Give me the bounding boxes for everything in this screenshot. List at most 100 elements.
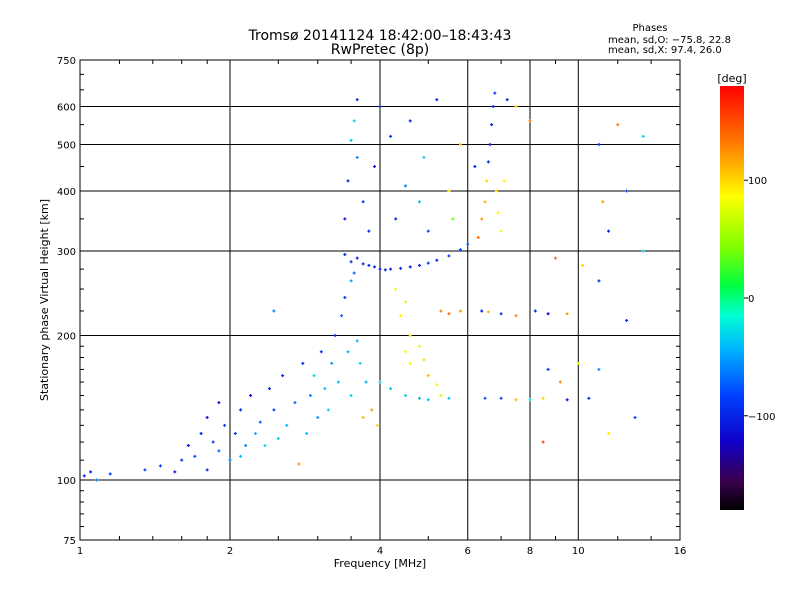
data-point (641, 249, 645, 253)
data-point (253, 432, 257, 436)
y-tick-label: 500 (57, 141, 76, 152)
data-point (408, 265, 412, 269)
data-point (193, 454, 197, 458)
data-point (343, 253, 347, 257)
data-point (480, 309, 484, 313)
data-point (641, 134, 645, 138)
data-point (272, 309, 276, 313)
data-point (349, 279, 353, 283)
data-point (316, 415, 320, 419)
data-point (293, 401, 297, 405)
data-point (375, 423, 379, 427)
data-point (305, 432, 309, 436)
data-point (378, 267, 382, 271)
y-tick-label: 100 (57, 476, 76, 487)
data-point (476, 236, 480, 240)
colorbar-label: [deg] (717, 72, 746, 85)
data-point (486, 160, 490, 164)
x-tick-label: 8 (527, 546, 533, 557)
data-point (607, 229, 611, 233)
data-point (403, 394, 407, 398)
y-tick-labels: 75 100 200 300 400 500 600 750 (57, 56, 76, 547)
data-point (383, 268, 387, 272)
data-point (239, 408, 243, 412)
colorbar-ticks: 100 0 −100 (744, 176, 775, 423)
data-point (249, 394, 253, 398)
y-tick-label: 300 (57, 247, 76, 258)
data-point (336, 380, 340, 384)
data-point (417, 263, 421, 267)
chart-subtitle: RwPretec (8p) (331, 42, 429, 58)
colorbar-tick-label: −100 (748, 412, 775, 423)
data-point (494, 189, 498, 193)
data-point (597, 143, 601, 147)
data-point (601, 200, 605, 204)
stats-o-mode: mean, sd,O: −75.8, 22.8 (608, 35, 731, 46)
data-point (625, 189, 629, 193)
data-point (89, 470, 93, 474)
data-point (488, 143, 492, 147)
data-point (355, 256, 359, 260)
x-tick-label: 10 (572, 546, 585, 557)
data-point (244, 444, 248, 448)
data-point (258, 420, 262, 424)
data-point (553, 256, 557, 260)
data-point (143, 468, 147, 472)
data-point (533, 309, 537, 313)
data-point (435, 383, 439, 387)
data-point (263, 444, 267, 448)
data-point (493, 91, 497, 95)
data-point (558, 380, 562, 384)
data-point (447, 312, 451, 316)
data-point (389, 387, 393, 391)
data-point (158, 464, 162, 468)
data-point (323, 387, 327, 391)
data-point (205, 415, 209, 419)
data-point (625, 318, 629, 322)
data-point (581, 263, 585, 267)
data-point (319, 350, 323, 354)
stats-header: Phases (632, 23, 667, 34)
data-point (499, 229, 503, 233)
data-point (361, 262, 365, 266)
data-point (272, 408, 276, 412)
data-point (426, 374, 430, 378)
data-point (370, 408, 374, 412)
data-point (399, 266, 403, 270)
data-point (228, 458, 232, 462)
data-point (597, 367, 601, 371)
data-point (505, 98, 509, 102)
data-point (426, 398, 430, 402)
data-point (389, 134, 393, 138)
data-point (576, 361, 580, 365)
data-point (346, 179, 350, 183)
data-point (528, 398, 532, 402)
data-point (633, 415, 637, 419)
data-point (217, 449, 221, 453)
data-point (408, 119, 412, 123)
data-point (458, 248, 462, 252)
data-point (355, 339, 359, 343)
data-point (394, 287, 398, 291)
data-point (108, 472, 112, 476)
data-point (607, 432, 611, 436)
x-axis-label: Frequency [MHz] (334, 557, 426, 570)
data-point (483, 396, 487, 400)
data-point (361, 415, 365, 419)
y-tick-label: 750 (57, 56, 76, 67)
data-point (349, 138, 353, 142)
y-tick-label: 400 (57, 187, 76, 198)
data-point (358, 361, 362, 365)
x-tick-label: 2 (227, 546, 233, 557)
data-point (330, 361, 334, 365)
x-tick-labels: 1 2 4 6 8 10 16 (77, 546, 687, 557)
data-point (367, 229, 371, 233)
data-point (199, 432, 203, 436)
data-point (514, 105, 518, 109)
data-point (217, 401, 221, 405)
data-point (546, 312, 550, 316)
data-point (343, 217, 347, 221)
data-point (597, 279, 601, 283)
data-point (285, 423, 289, 427)
data-point (408, 361, 412, 365)
